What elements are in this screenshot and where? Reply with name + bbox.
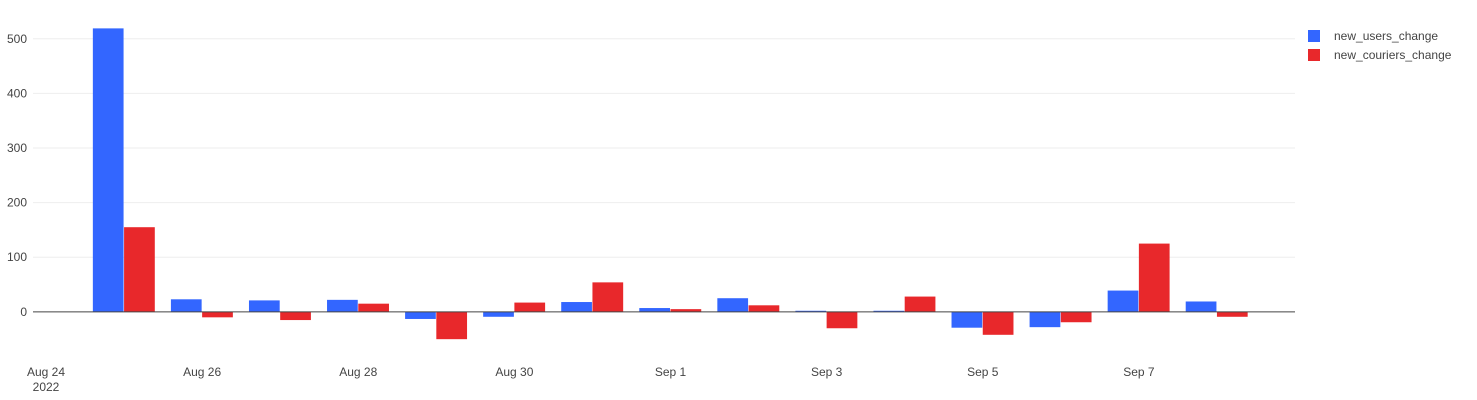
bar-new-users-change[interactable] xyxy=(561,302,592,312)
bar-new-users-change[interactable] xyxy=(1029,311,1061,328)
legend-label-new-users: new_users_change xyxy=(1334,28,1439,43)
bar-new-users-change[interactable] xyxy=(170,299,202,312)
y-tick-label: 0 xyxy=(20,305,27,319)
bar-new-couriers-change[interactable] xyxy=(982,311,1014,335)
y-tick-label: 200 xyxy=(7,196,27,210)
bar-new-couriers-change[interactable] xyxy=(280,311,311,321)
legend-label-new-couriers: new_couriers_change xyxy=(1334,47,1452,62)
x-tick-label: Sep 1 xyxy=(655,365,687,379)
bar-new-couriers-change[interactable] xyxy=(670,309,702,312)
bar-new-couriers-change[interactable] xyxy=(124,227,155,312)
bar-new-users-change[interactable] xyxy=(639,308,671,312)
bar-new-users-change[interactable] xyxy=(1107,290,1139,312)
bar-new-users-change[interactable] xyxy=(248,300,280,312)
bar-new-users-change[interactable] xyxy=(92,28,124,312)
legend-swatch-new-couriers xyxy=(1308,48,1320,61)
bar-new-couriers-change[interactable] xyxy=(436,311,468,340)
bar-new-couriers-change[interactable] xyxy=(358,303,389,312)
bar-new-couriers-change[interactable] xyxy=(592,282,624,312)
bar-new-users-change[interactable] xyxy=(1185,301,1217,312)
x-tick-label: Sep 3 xyxy=(811,365,843,379)
bar-new-users-change[interactable] xyxy=(873,310,905,312)
y-tick-label: 100 xyxy=(7,250,27,264)
bar-new-users-change[interactable] xyxy=(327,299,358,312)
x-tick-label: Aug 30 xyxy=(495,365,533,379)
legend: new_users_change new_couriers_change xyxy=(1308,26,1451,64)
legend-item-new-couriers[interactable]: new_couriers_change xyxy=(1308,45,1451,64)
bar-new-users-change[interactable] xyxy=(951,311,983,328)
bar-new-users-change[interactable] xyxy=(717,298,749,312)
bar-new-couriers-change[interactable] xyxy=(904,296,936,312)
bar-new-couriers-change[interactable] xyxy=(1216,311,1248,317)
bar-new-couriers-change[interactable] xyxy=(514,302,546,312)
x-tick-label: Aug 24 xyxy=(27,365,65,379)
x-tick-sublabel: 2022 xyxy=(33,380,60,394)
legend-item-new-users[interactable]: new_users_change xyxy=(1308,26,1451,45)
bar-new-users-change[interactable] xyxy=(483,311,514,317)
grid-lines xyxy=(33,38,1295,258)
bar-new-users-change[interactable] xyxy=(795,310,827,312)
x-tick-label: Sep 5 xyxy=(967,365,999,379)
bar-new-couriers-change[interactable] xyxy=(748,305,780,312)
y-axis: 0 100 200 300 400 500 xyxy=(7,32,27,319)
bar-new-couriers-change[interactable] xyxy=(1060,311,1092,323)
y-tick-label: 500 xyxy=(7,32,27,46)
y-tick-label: 400 xyxy=(7,86,27,100)
legend-swatch-new-users xyxy=(1308,29,1320,42)
y-tick-label: 300 xyxy=(7,141,27,155)
x-tick-label: Sep 7 xyxy=(1123,365,1155,379)
bar-new-couriers-change[interactable] xyxy=(826,311,858,329)
bar-new-users-change[interactable] xyxy=(405,311,436,319)
bar-new-couriers-change[interactable] xyxy=(202,311,233,318)
x-tick-label: Aug 26 xyxy=(183,365,221,379)
bar-new-couriers-change[interactable] xyxy=(1138,243,1170,312)
x-tick-label: Aug 28 xyxy=(339,365,377,379)
bars xyxy=(92,28,1248,340)
